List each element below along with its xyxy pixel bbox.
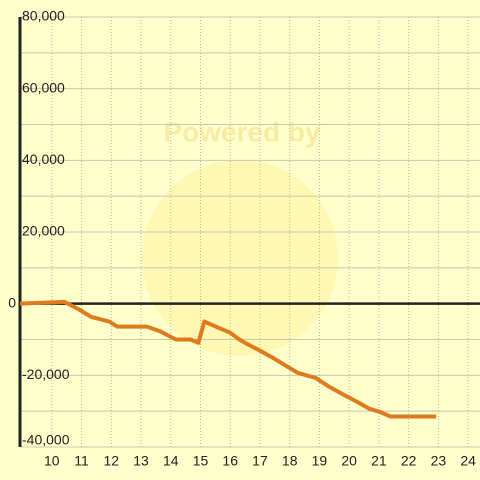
x-tick-label: 21 (371, 453, 387, 469)
x-tick-label: 16 (222, 453, 238, 469)
x-tick-label: 11 (74, 453, 89, 469)
y-tick-label: 60,000 (22, 79, 65, 95)
x-tick-label: 19 (312, 453, 328, 469)
x-tick-label: 14 (163, 453, 179, 469)
x-tick-label: 23 (431, 453, 447, 469)
y-tick-label: 80,000 (22, 8, 65, 24)
x-tick-label: 22 (401, 453, 417, 469)
y-tick-label: 20,000 (22, 223, 65, 239)
x-tick-label: 10 (44, 453, 60, 469)
y-tick-label: -20,000 (22, 366, 70, 382)
y-tick-label: 40,000 (22, 151, 65, 167)
watermark-logo (142, 160, 338, 356)
x-tick-label: 20 (341, 453, 357, 469)
x-tick-label: 13 (133, 453, 149, 469)
x-tick-label: 12 (103, 453, 119, 469)
x-tick-label: 15 (193, 453, 209, 469)
x-tick-label: 18 (282, 453, 298, 469)
watermark: Powered by (163, 116, 321, 147)
y-tick-label: 0 (8, 294, 16, 310)
x-tick-label: 17 (252, 453, 268, 469)
x-tick-label: 24 (460, 453, 476, 469)
y-tick-label: -40,000 (22, 432, 70, 448)
data-line (19, 299, 437, 419)
